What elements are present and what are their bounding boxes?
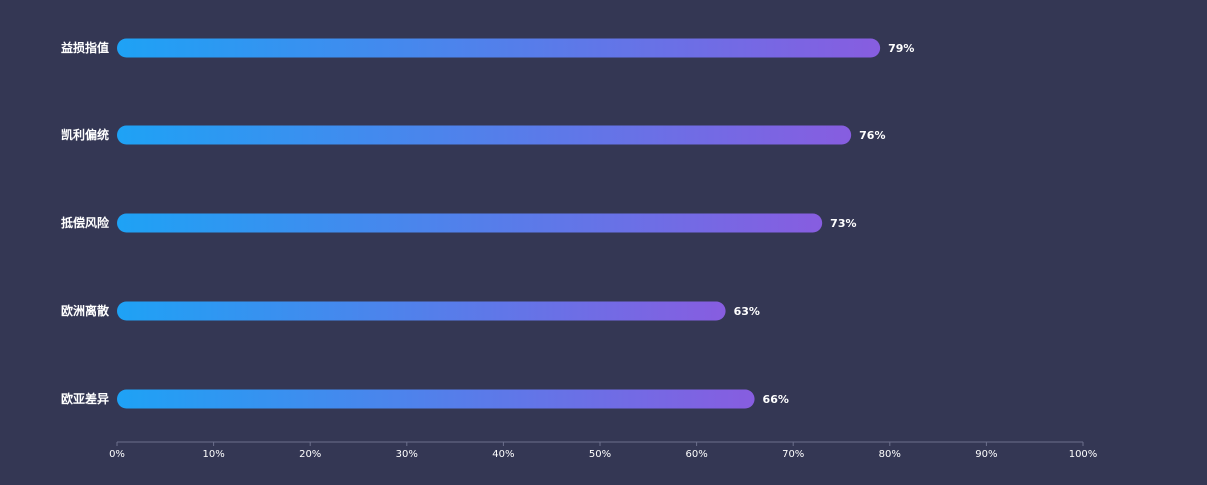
- x-tick-label: 10%: [202, 449, 224, 460]
- value-label: 79%: [888, 42, 914, 55]
- value-label: 63%: [734, 305, 760, 318]
- category-label: 欧洲离散: [61, 303, 110, 318]
- x-tick-label: 50%: [589, 449, 611, 460]
- bars-layer: 益损指值 79% 凯利偏统 76% 抵偿风险 73% 欧洲离散 63% 欧亚差异 66%: [61, 38, 914, 409]
- x-tick-label: 90%: [975, 449, 997, 460]
- x-tick-label: 100%: [1069, 449, 1098, 460]
- x-tick-label: 60%: [685, 449, 707, 460]
- category-label: 益损指值: [61, 40, 109, 55]
- bar[interactable]: [117, 125, 852, 145]
- bar[interactable]: [117, 38, 881, 58]
- category-label: 欧亚差异: [61, 391, 109, 406]
- x-axis: 0% 10% 20% 30% 40% 50% 60% 70% 80% 90% 100%: [109, 441, 1098, 460]
- category-label: 凯利偏统: [61, 127, 109, 142]
- bar[interactable]: [117, 389, 755, 409]
- x-tick-label: 40%: [492, 449, 514, 460]
- value-label: 76%: [859, 129, 885, 142]
- x-tick-label: 30%: [396, 449, 418, 460]
- category-label: 抵偿风险: [61, 215, 110, 230]
- bar[interactable]: [117, 301, 726, 321]
- value-label: 73%: [830, 217, 856, 230]
- x-tick-label: 80%: [879, 449, 901, 460]
- value-label: 66%: [763, 393, 789, 406]
- x-tick-label: 70%: [782, 449, 804, 460]
- bar[interactable]: [117, 213, 823, 233]
- x-tick-label: 0%: [109, 449, 125, 460]
- x-tick-label: 20%: [299, 449, 321, 460]
